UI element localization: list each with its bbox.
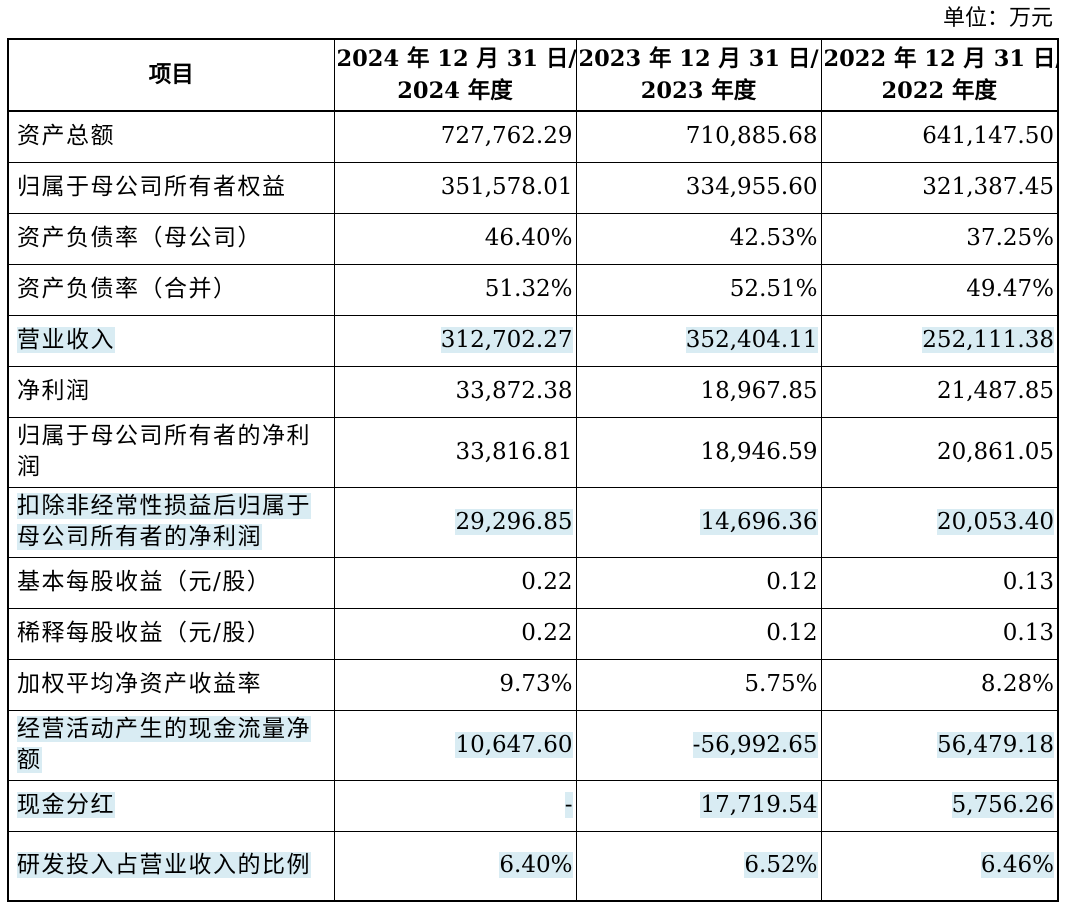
cell-2024: 351,578.01 [333, 161, 577, 214]
unit-label: 单位：万元 [942, 6, 1053, 31]
cell-2024: 10,647.60 [333, 709, 577, 781]
cell-2023: 14,696.36 [575, 486, 822, 558]
cell-2022: 0.13 [820, 607, 1059, 660]
header-2024-year: 2024 年度 [397, 78, 513, 104]
table-row: 净利润 33,872.38 18,967.85 21,487.85 [7, 365, 1059, 418]
cell-2023: 0.12 [575, 556, 822, 609]
row-label: 净利润 [7, 365, 335, 418]
cell-2022: 56,479.18 [820, 709, 1059, 781]
cell-2024: 29,296.85 [333, 486, 577, 558]
row-label: 基本每股收益（元/股） [7, 556, 335, 609]
row-label: 现金分红 [7, 779, 335, 832]
cell-2024: 9.73% [333, 658, 577, 711]
cell-2024: 0.22 [333, 607, 577, 660]
cell-2024: 312,702.27 [333, 314, 577, 367]
cell-2023: 6.52% [575, 830, 822, 902]
header-item: 项目 [7, 38, 335, 112]
row-label: 资产负债率（合并） [7, 263, 335, 316]
row-label: 加权平均净资产收益率 [7, 658, 335, 711]
row-label: 资产负债率（母公司） [7, 212, 335, 265]
cell-2022: 37.25% [820, 212, 1059, 265]
financial-data-table: 项目 2024 年 12 月 31 日/ 2024 年度 2023 年 12 月… [7, 38, 1059, 902]
table-row: 经营活动产生的现金流量净额 10,647.60 -56,992.65 56,47… [7, 709, 1059, 781]
row-label: 经营活动产生的现金流量净额 [7, 709, 335, 781]
cell-2024: 46.40% [333, 212, 577, 265]
cell-2023: -56,992.65 [575, 709, 822, 781]
cell-2023: 52.51% [575, 263, 822, 316]
cell-2024: 33,816.81 [333, 416, 577, 488]
cell-2024: 0.22 [333, 556, 577, 609]
table-row: 资产负债率（合并） 51.32% 52.51% 49.47% [7, 263, 1059, 316]
cell-2024: 6.40% [333, 830, 577, 902]
row-label: 研发投入占营业收入的比例 [7, 830, 335, 902]
cell-2024: 727,762.29 [333, 110, 577, 163]
cell-2022: 20,861.05 [820, 416, 1059, 488]
cell-2022: 8.28% [820, 658, 1059, 711]
cell-2023: 5.75% [575, 658, 822, 711]
table-row: 资产负债率（母公司） 46.40% 42.53% 37.25% [7, 212, 1059, 265]
cell-2022: 20,053.40 [820, 486, 1059, 558]
cell-2023: 18,967.85 [575, 365, 822, 418]
cell-2022: 21,487.85 [820, 365, 1059, 418]
table-header-row: 项目 2024 年 12 月 31 日/ 2024 年度 2023 年 12 月… [7, 38, 1059, 112]
cell-2022: 6.46% [820, 830, 1059, 902]
cell-2023: 18,946.59 [575, 416, 822, 488]
cell-2022: 5,756.26 [820, 779, 1059, 832]
table-row: 归属于母公司所有者的净利润 33,816.81 18,946.59 20,861… [7, 416, 1059, 488]
table-row: 资产总额 727,762.29 710,885.68 641,147.50 [7, 110, 1059, 163]
row-label: 资产总额 [7, 110, 335, 163]
header-2024: 2024 年 12 月 31 日/ 2024 年度 [333, 38, 577, 112]
row-label: 归属于母公司所有者的净利润 [7, 416, 335, 488]
cell-2023: 710,885.68 [575, 110, 822, 163]
header-2023-year: 2023 年度 [640, 78, 757, 104]
table-row: 归属于母公司所有者权益 351,578.01 334,955.60 321,38… [7, 161, 1059, 214]
table-row: 营业收入 312,702.27 352,404.11 252,111.38 [7, 314, 1059, 367]
header-2022-year: 2022 年度 [881, 78, 997, 104]
row-label: 归属于母公司所有者权益 [7, 161, 335, 214]
cell-2024: 51.32% [333, 263, 577, 316]
row-label: 营业收入 [7, 314, 335, 367]
header-2023-date: 2023 年 12 月 31 日/ [578, 46, 819, 72]
table-row: 基本每股收益（元/股） 0.22 0.12 0.13 [7, 556, 1059, 609]
cell-2023: 334,955.60 [575, 161, 822, 214]
table-row: 扣除非经常性损益后归属于母公司所有者的净利润 29,296.85 14,696.… [7, 486, 1059, 558]
table-row: 加权平均净资产收益率 9.73% 5.75% 8.28% [7, 658, 1059, 711]
table-row: 现金分红 - 17,719.54 5,756.26 [7, 779, 1059, 832]
row-label: 扣除非经常性损益后归属于母公司所有者的净利润 [7, 486, 335, 558]
cell-2024: 33,872.38 [333, 365, 577, 418]
header-2022: 2022 年 12 月 31 日/ 2022 年度 [820, 38, 1059, 112]
cell-2022: 321,387.45 [820, 161, 1059, 214]
cell-2024: - [333, 779, 577, 832]
header-2023: 2023 年 12 月 31 日/ 2023 年度 [575, 38, 822, 112]
cell-2023: 352,404.11 [575, 314, 822, 367]
header-2024-date: 2024 年 12 月 31 日/ [336, 46, 576, 72]
table-row: 研发投入占营业收入的比例 6.40% 6.52% 6.46% [7, 830, 1059, 902]
table-row: 稀释每股收益（元/股） 0.22 0.12 0.13 [7, 607, 1059, 660]
cell-2023: 0.12 [575, 607, 822, 660]
cell-2022: 252,111.38 [820, 314, 1059, 367]
cell-2022: 0.13 [820, 556, 1059, 609]
cell-2022: 641,147.50 [820, 110, 1059, 163]
row-label: 稀释每股收益（元/股） [7, 607, 335, 660]
cell-2023: 42.53% [575, 212, 822, 265]
cell-2022: 49.47% [820, 263, 1059, 316]
header-2022-date: 2022 年 12 月 31 日/ [823, 46, 1058, 72]
cell-2023: 17,719.54 [575, 779, 822, 832]
